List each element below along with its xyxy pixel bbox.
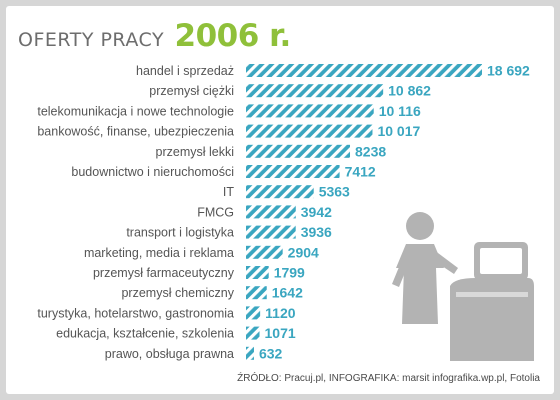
person-at-computer-icon	[392, 212, 534, 361]
bar	[246, 225, 296, 239]
value-label: 10 116	[379, 103, 421, 119]
category-label: przemysł farmaceutyczny	[93, 266, 235, 280]
category-label: bankowość, finanse, ubezpieczenia	[37, 125, 234, 139]
category-label: telekomunikacja i nowe technologie	[37, 104, 234, 118]
category-label: przemysł chemiczny	[121, 286, 234, 300]
bar	[246, 185, 314, 199]
category-label: edukacja, kształcenie, szkolenia	[56, 327, 234, 341]
category-label: IT	[223, 185, 234, 199]
bar	[246, 245, 283, 259]
bar	[246, 165, 340, 178]
title-text: OFERTY PRACY	[18, 29, 165, 51]
bar	[246, 64, 482, 77]
bar	[246, 306, 261, 320]
value-label: 5363	[319, 184, 350, 200]
category-label: przemysł ciężki	[149, 84, 234, 98]
source-note: ŹRÓDŁO: Pracuj.pl, INFOGRAFIKA: marsit i…	[237, 373, 540, 384]
value-label: 3936	[301, 224, 332, 240]
category-label: marketing, media i reklama	[84, 246, 234, 260]
title-year: 2006 r.	[174, 18, 292, 54]
value-label: 2904	[288, 244, 319, 260]
category-label: budownictwo i nieruchomości	[71, 165, 234, 179]
bar	[246, 205, 296, 219]
bar	[246, 104, 374, 118]
category-label: turystyka, hotelarstwo, gastronomia	[37, 306, 234, 320]
value-label: 18 692	[487, 63, 530, 79]
bar	[246, 84, 384, 98]
title: OFERTY PRACY 2006 r.	[18, 18, 291, 54]
category-label: FMCG	[197, 205, 234, 219]
category-label: transport i logistyka	[126, 226, 234, 240]
value-label: 1120	[265, 305, 296, 321]
infographic-card: OFERTY PRACY 2006 r. handel i sprzedaż pr…	[6, 6, 554, 394]
value-label: 3942	[301, 204, 332, 220]
category-label: przemysł lekki	[156, 145, 235, 159]
bar	[246, 346, 254, 360]
value-label: 1642	[272, 285, 303, 301]
bar-chart: handel i sprzedaż przemysł ciężki telekomu…	[37, 63, 534, 361]
value-label: 10 017	[377, 123, 420, 139]
bar	[246, 144, 351, 158]
value-label: 7412	[345, 164, 376, 180]
bar	[246, 286, 267, 300]
bar	[246, 266, 269, 279]
value-label: 8238	[355, 143, 386, 159]
value-label: 1071	[265, 325, 296, 341]
value-label: 632	[259, 345, 283, 361]
bar	[246, 326, 260, 340]
value-label: 1799	[274, 265, 305, 281]
bar	[246, 124, 373, 138]
value-label: 10 862	[388, 83, 431, 99]
category-label: prawo, obsługa prawna	[105, 347, 234, 361]
category-label: handel i sprzedaż	[136, 64, 234, 78]
